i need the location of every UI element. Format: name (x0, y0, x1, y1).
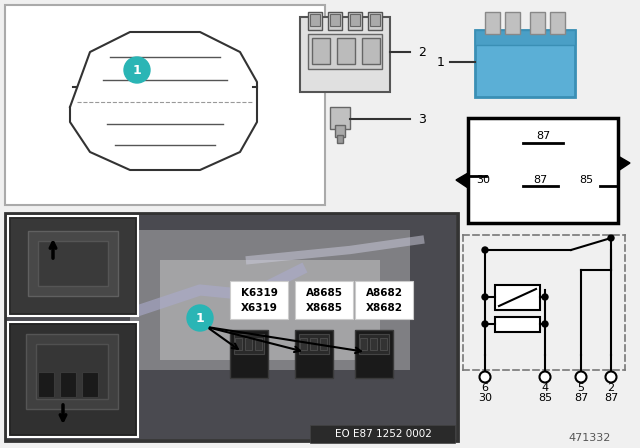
Bar (38, 372, 54, 397)
Bar (295, 281, 353, 319)
Circle shape (124, 57, 150, 83)
Bar (28, 231, 118, 296)
Bar (320, 338, 327, 350)
Bar (350, 14, 360, 26)
Circle shape (187, 305, 213, 331)
Bar (36, 344, 108, 399)
Bar (8, 322, 138, 437)
Text: 3: 3 (418, 112, 426, 125)
Circle shape (542, 294, 548, 300)
Bar (245, 338, 252, 350)
Bar (308, 34, 382, 69)
Bar (380, 338, 387, 350)
Circle shape (575, 371, 586, 383)
Bar (505, 12, 520, 34)
Circle shape (482, 294, 488, 300)
Bar (495, 317, 540, 332)
Text: 85: 85 (538, 393, 552, 403)
Bar (310, 338, 317, 350)
Bar (82, 372, 98, 397)
Text: 87: 87 (533, 175, 547, 185)
Bar (330, 107, 350, 129)
Text: 2: 2 (607, 383, 614, 393)
Bar (38, 241, 108, 286)
Text: 87: 87 (604, 393, 618, 403)
Text: 6: 6 (481, 383, 488, 393)
Text: 1: 1 (437, 56, 445, 69)
Text: 1: 1 (132, 64, 141, 77)
Text: 5: 5 (577, 383, 584, 393)
Bar (328, 12, 342, 30)
Bar (300, 17, 390, 92)
Bar (130, 230, 410, 370)
Bar (530, 12, 545, 34)
Bar (60, 372, 76, 397)
Text: 85: 85 (579, 175, 593, 185)
Text: A8682: A8682 (365, 288, 403, 298)
Circle shape (482, 321, 488, 327)
Bar (359, 334, 389, 354)
Bar (337, 38, 355, 64)
Bar (230, 281, 288, 319)
Bar (360, 338, 367, 350)
Bar (310, 14, 320, 26)
Circle shape (540, 371, 550, 383)
Text: 87: 87 (536, 131, 550, 141)
Bar (5, 5, 325, 205)
Text: X8682: X8682 (365, 303, 403, 313)
Text: X8685: X8685 (305, 303, 342, 313)
Circle shape (542, 321, 548, 327)
Bar (8, 216, 138, 316)
Bar (362, 38, 380, 64)
Text: 1: 1 (196, 311, 204, 324)
Bar (337, 135, 343, 143)
Circle shape (605, 371, 616, 383)
Bar (230, 330, 268, 378)
Text: 471332: 471332 (569, 433, 611, 443)
Bar (26, 334, 118, 409)
Bar (299, 334, 329, 354)
Bar (370, 338, 377, 350)
Circle shape (479, 371, 490, 383)
Bar (475, 30, 575, 45)
Text: EO E87 1252 0002: EO E87 1252 0002 (335, 429, 431, 439)
Bar (310, 425, 455, 443)
Circle shape (608, 235, 614, 241)
Bar (235, 338, 242, 350)
Text: 2: 2 (418, 46, 426, 59)
Bar (550, 12, 565, 34)
Bar (485, 12, 500, 34)
Bar (234, 334, 264, 354)
Bar (300, 338, 307, 350)
Bar (330, 14, 340, 26)
Bar (308, 12, 322, 30)
Bar (5, 213, 458, 441)
Text: 30: 30 (476, 175, 490, 185)
Text: 87: 87 (574, 393, 588, 403)
Bar (495, 285, 540, 310)
Bar (348, 12, 362, 30)
Text: 4: 4 (541, 383, 548, 393)
Circle shape (482, 247, 488, 253)
Bar (355, 281, 413, 319)
Text: K6319: K6319 (241, 288, 277, 298)
Text: 30: 30 (478, 393, 492, 403)
Text: X6319: X6319 (241, 303, 277, 313)
Bar (160, 260, 380, 360)
Bar (11, 325, 135, 434)
Bar (312, 38, 330, 64)
Bar (370, 14, 380, 26)
Polygon shape (456, 173, 468, 188)
Polygon shape (618, 156, 630, 171)
Bar (7, 215, 456, 439)
Bar (335, 125, 345, 137)
Bar (368, 12, 382, 30)
Bar (11, 219, 135, 313)
Bar (295, 330, 333, 378)
Bar (355, 330, 393, 378)
Bar (468, 118, 618, 223)
Bar (475, 30, 575, 97)
Text: A8685: A8685 (305, 288, 342, 298)
Bar (255, 338, 262, 350)
